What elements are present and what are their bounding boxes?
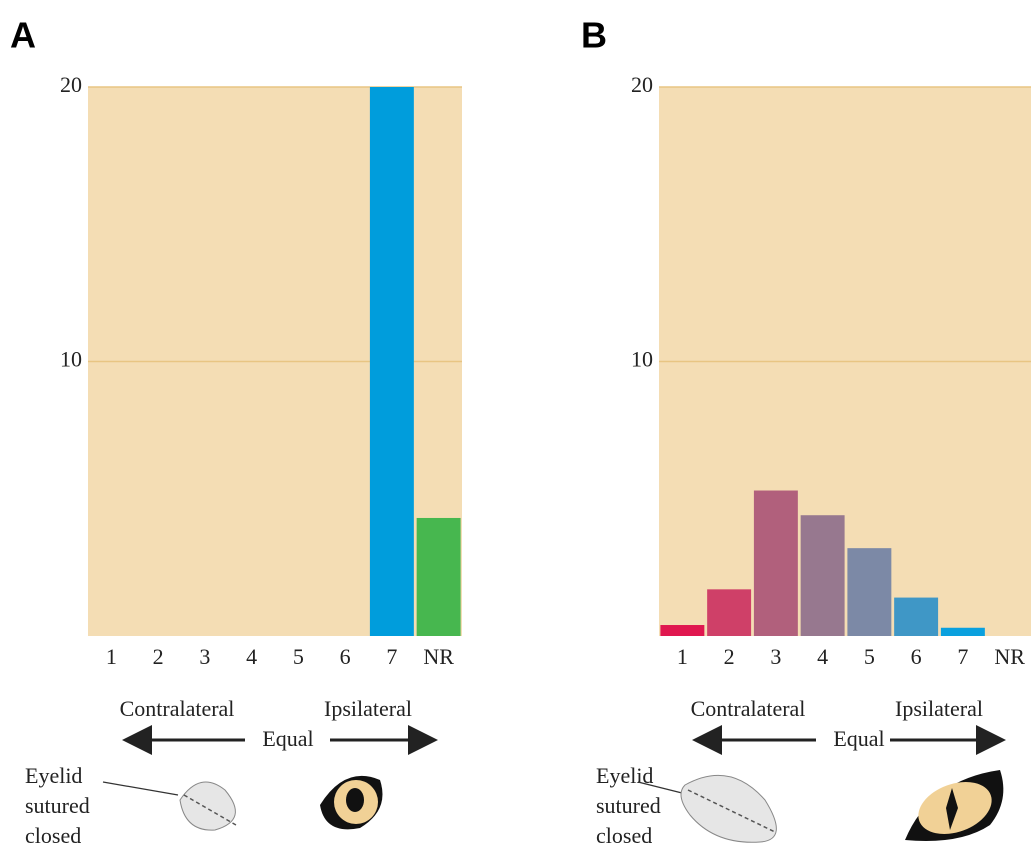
bar: [660, 625, 704, 636]
x-tick-label: 5: [864, 644, 875, 669]
x-tick-label: 6: [340, 644, 351, 669]
bar: [370, 87, 414, 636]
bar: [707, 589, 751, 636]
eyelid-label: sutured: [596, 793, 661, 818]
x-tick-label: 7: [386, 644, 397, 669]
x-tick-label: 1: [106, 644, 117, 669]
y-tick-label: 10: [60, 347, 82, 372]
bar: [894, 598, 938, 636]
x-tick-label: 3: [199, 644, 210, 669]
x-tick-label: 2: [153, 644, 164, 669]
x-tick-label: 6: [911, 644, 922, 669]
closed-eye: [180, 782, 235, 830]
figure: A 10 20 1 2 3 4 5 6 7 NR Contralateral Ipsilateral Eq…: [0, 0, 1031, 850]
x-tick-label: NR: [994, 644, 1025, 669]
eyes: [103, 770, 1003, 844]
x-tick-label: 5: [293, 644, 304, 669]
eyelid-label: closed: [596, 823, 652, 848]
pupil: [346, 788, 364, 812]
panel-label: B: [581, 15, 607, 56]
panel-label: A: [10, 15, 36, 56]
x-tick-label: 3: [770, 644, 781, 669]
y-tick-label: 20: [631, 72, 653, 97]
annotation-right: Ipsilateral: [324, 696, 412, 721]
bar: [941, 628, 985, 636]
y-tick-label: 20: [60, 72, 82, 97]
x-tick-label: NR: [423, 644, 454, 669]
bar: [801, 515, 845, 636]
eyelid-label: sutured: [25, 793, 90, 818]
eyelid-label: Eyelid: [25, 763, 82, 788]
y-tick-label: 10: [631, 347, 653, 372]
annotation-left: Contralateral: [120, 696, 235, 721]
x-tick-label: 4: [817, 644, 828, 669]
x-tick-label: 2: [724, 644, 735, 669]
eyelid-label: closed: [25, 823, 81, 848]
pointer: [103, 782, 178, 795]
bar: [417, 518, 461, 636]
bar: [754, 491, 798, 636]
annotation-right: Ipsilateral: [895, 696, 983, 721]
annotation-left: Contralateral: [691, 696, 806, 721]
bar: [847, 548, 891, 636]
annotation-center: Equal: [262, 726, 313, 751]
x-tick-label: 1: [677, 644, 688, 669]
charts: A 10 20 1 2 3 4 5 6 7 NR Contralateral Ipsilateral Eq…: [10, 15, 1031, 849]
x-tick-label: 4: [246, 644, 257, 669]
x-tick-label: 7: [957, 644, 968, 669]
annotation-center: Equal: [833, 726, 884, 751]
